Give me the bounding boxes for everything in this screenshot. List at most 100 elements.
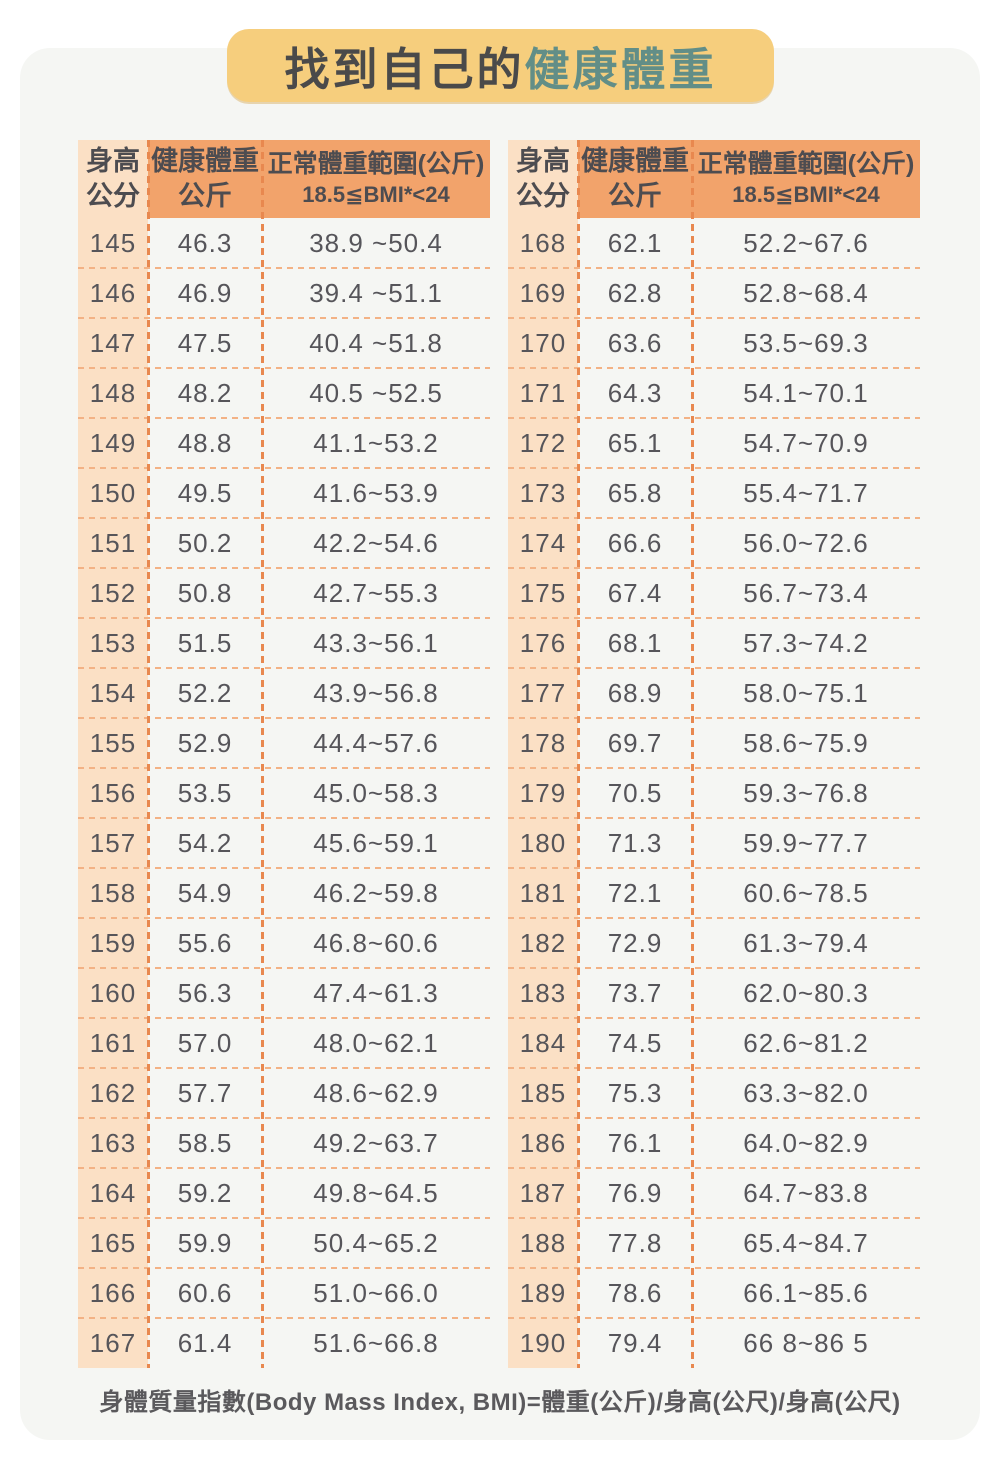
height-cell: 145 xyxy=(78,218,148,268)
table-row: 146 46.9 39.4 ~51.1 xyxy=(78,267,490,318)
weight-cell: 77.8 xyxy=(607,1227,663,1258)
height-cell: 176 xyxy=(508,618,578,668)
table-row: 183 73.7 62.0~80.3 xyxy=(508,967,920,1018)
height-cell: 168 xyxy=(508,218,578,268)
table-row: 179 70.5 59.3~76.8 xyxy=(508,767,920,818)
height-cell: 149 xyxy=(78,418,148,468)
range-cell: 52.2~67.6 xyxy=(743,227,869,258)
height-cell: 161 xyxy=(78,1018,148,1068)
height-cell: 156 xyxy=(78,768,148,818)
range-cell: 55.4~71.7 xyxy=(743,477,869,508)
weight-cell: 51.5 xyxy=(177,627,233,658)
range-cell: 45.0~58.3 xyxy=(313,777,439,808)
height-cell: 162 xyxy=(78,1068,148,1118)
weight-cell: 46.3 xyxy=(177,227,233,258)
height-cell: 159 xyxy=(78,918,148,968)
height-cell: 150 xyxy=(78,468,148,518)
range-cell: 56.7~73.4 xyxy=(743,577,869,608)
height-cell: 166 xyxy=(78,1268,148,1318)
background-card xyxy=(20,48,980,1440)
range-cell: 42.2~54.6 xyxy=(313,527,439,558)
height-cell: 188 xyxy=(508,1218,578,1268)
range-cell: 64.0~82.9 xyxy=(743,1127,869,1158)
table-row: 189 78.6 66.1~85.6 xyxy=(508,1267,920,1318)
table-row: 149 48.8 41.1~53.2 xyxy=(78,417,490,468)
weight-cell: 54.2 xyxy=(177,827,233,858)
weight-cell: 56.3 xyxy=(177,977,233,1008)
range-cell: 47.4~61.3 xyxy=(313,977,439,1008)
weight-cell: 76.9 xyxy=(607,1177,663,1208)
height-cell: 167 xyxy=(78,1318,148,1368)
table-row: 177 68.9 58.0~75.1 xyxy=(508,667,920,718)
table-row: 169 62.8 52.8~68.4 xyxy=(508,267,920,318)
column-divider xyxy=(147,140,150,1368)
height-cell: 171 xyxy=(508,368,578,418)
table-row: 156 53.5 45.0~58.3 xyxy=(78,767,490,818)
weight-cell: 50.8 xyxy=(177,577,233,608)
range-cell: 66 8~86 5 xyxy=(743,1327,869,1358)
range-cell: 58.6~75.9 xyxy=(743,727,869,758)
range-cell: 39.4 ~51.1 xyxy=(309,277,443,308)
title-banner: 找到自己的 健康體重 xyxy=(227,29,774,102)
table-body: 168 62.1 52.2~67.6 169 62.8 52.8~68.4 170 63.6 5… xyxy=(508,218,920,1368)
table-row: 187 76.9 64.7~83.8 xyxy=(508,1167,920,1218)
table-row: 145 46.3 38.9 ~50.4 xyxy=(78,218,490,268)
weight-cell: 64.3 xyxy=(607,377,663,408)
weight-cell: 62.1 xyxy=(607,227,663,258)
height-cell: 170 xyxy=(508,318,578,368)
range-cell: 65.4~84.7 xyxy=(743,1227,869,1258)
height-cell: 189 xyxy=(508,1268,578,1318)
table-row: 175 67.4 56.7~73.4 xyxy=(508,567,920,618)
header-normal-range: 正常體重範圍(公斤) 18.5≦BMI*<24 xyxy=(262,140,490,218)
table-row: 154 52.2 43.9~56.8 xyxy=(78,667,490,718)
weight-cell: 55.6 xyxy=(177,927,233,958)
weight-cell: 49.5 xyxy=(177,477,233,508)
weight-cell: 74.5 xyxy=(607,1027,663,1058)
height-cell: 157 xyxy=(78,818,148,868)
weight-cell: 68.1 xyxy=(607,627,663,658)
height-cell: 175 xyxy=(508,568,578,618)
table-row: 161 57.0 48.0~62.1 xyxy=(78,1017,490,1068)
height-cell: 147 xyxy=(78,318,148,368)
height-cell: 187 xyxy=(508,1168,578,1218)
range-cell: 51.6~66.8 xyxy=(313,1327,439,1358)
height-cell: 155 xyxy=(78,718,148,768)
table-row: 170 63.6 53.5~69.3 xyxy=(508,317,920,368)
range-cell: 51.0~66.0 xyxy=(313,1277,439,1308)
weight-cell: 65.8 xyxy=(607,477,663,508)
range-cell: 48.0~62.1 xyxy=(313,1027,439,1058)
table-row: 188 77.8 65.4~84.7 xyxy=(508,1217,920,1268)
height-cell: 177 xyxy=(508,668,578,718)
header-healthy-weight: 健康體重 公斤 xyxy=(148,140,262,218)
range-cell: 58.0~75.1 xyxy=(743,677,869,708)
weight-cell: 72.1 xyxy=(607,877,663,908)
weight-cell: 57.7 xyxy=(177,1077,233,1108)
range-cell: 50.4~65.2 xyxy=(313,1227,439,1258)
height-cell: 158 xyxy=(78,868,148,918)
table-row: 162 57.7 48.6~62.9 xyxy=(78,1067,490,1118)
height-cell: 178 xyxy=(508,718,578,768)
header-height: 身高 公分 xyxy=(78,140,148,218)
range-cell: 52.8~68.4 xyxy=(743,277,869,308)
table-row: 185 75.3 63.3~82.0 xyxy=(508,1067,920,1118)
height-cell: 190 xyxy=(508,1318,578,1368)
table-row: 147 47.5 40.4 ~51.8 xyxy=(78,317,490,368)
height-cell: 148 xyxy=(78,368,148,418)
weight-cell: 54.9 xyxy=(177,877,233,908)
weight-cell: 53.5 xyxy=(177,777,233,808)
weight-cell: 63.6 xyxy=(607,327,663,358)
table-row: 158 54.9 46.2~59.8 xyxy=(78,867,490,918)
weight-cell: 52.2 xyxy=(177,677,233,708)
table-header: 身高 公分 健康體重 公斤 正常體重範圍(公斤) 18.5≦BMI*<24 xyxy=(78,140,490,218)
header-healthy-weight: 健康體重 公斤 xyxy=(578,140,692,218)
weight-cell: 78.6 xyxy=(607,1277,663,1308)
table-row: 168 62.1 52.2~67.6 xyxy=(508,218,920,268)
table-row: 155 52.9 44.4~57.6 xyxy=(78,717,490,768)
table-row: 157 54.2 45.6~59.1 xyxy=(78,817,490,868)
weight-cell: 76.1 xyxy=(607,1127,663,1158)
range-cell: 62.6~81.2 xyxy=(743,1027,869,1058)
weight-cell: 67.4 xyxy=(607,577,663,608)
weight-cell: 72.9 xyxy=(607,927,663,958)
height-cell: 164 xyxy=(78,1168,148,1218)
